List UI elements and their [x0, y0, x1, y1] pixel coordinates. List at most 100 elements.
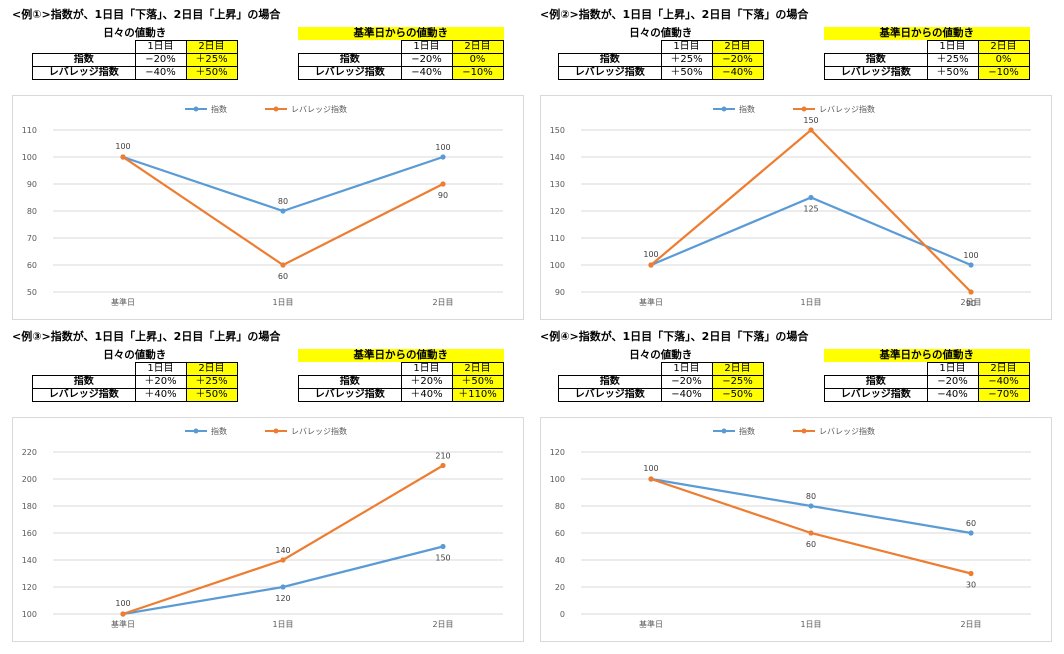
y-tick-label: 110: [550, 234, 565, 243]
row-label-index: 指数: [32, 53, 136, 67]
cell: ＋25%: [185, 53, 238, 67]
data-point: [280, 208, 286, 214]
col-header-day2: 2日目: [977, 40, 1030, 54]
series-line-index: [122, 545, 444, 616]
row-label-index: 指数: [298, 375, 402, 389]
row-label-leverage: レバレッジ指数: [32, 66, 136, 80]
data-label: 100: [963, 251, 978, 260]
col-header-day1: 1日目: [134, 362, 187, 376]
row-label-leverage: レバレッジ指数: [824, 66, 928, 80]
data-point: [280, 262, 286, 268]
line-chart: 0 20 40 60 80 100 120 基準日 1日目 2日目 指数 レバレッジ指数 100 80 60…: [540, 417, 1052, 642]
legend-entry: 指数: [185, 104, 227, 114]
table-caption: 日々の値動き: [103, 27, 167, 39]
legend-entry: レバレッジ指数: [265, 104, 347, 114]
daily-change-table: 日々の値動き 1日目 2日目 指数 −20% −25% レバレッジ指数 −40% −50%: [558, 349, 764, 402]
cell: ＋25%: [660, 53, 713, 67]
data-point: [120, 611, 126, 617]
col-header-day2: 2日目: [711, 40, 764, 54]
cell: ＋50%: [185, 66, 238, 80]
data-point: [808, 194, 814, 201]
x-tick-label: 1日目: [800, 298, 821, 307]
data-label: 100: [643, 464, 658, 473]
legend-entry: レバレッジ指数: [793, 104, 875, 114]
data-point: [968, 570, 974, 577]
cell: ＋40%: [400, 388, 453, 402]
data-label: 80: [806, 492, 816, 501]
row-label-leverage: レバレッジ指数: [824, 388, 928, 402]
legend-entry: 指数: [713, 426, 755, 436]
row-label-index: 指数: [558, 53, 662, 67]
cell: ＋40%: [134, 388, 187, 402]
legend-entry: レバレッジ指数: [265, 426, 347, 436]
col-header-day1: 1日目: [400, 362, 453, 376]
legend-marker: [273, 106, 279, 112]
col-header-day2: 2日目: [185, 362, 238, 376]
cell: −40%: [660, 388, 713, 402]
cell: −20%: [134, 53, 187, 67]
data-point: [120, 154, 126, 160]
col-header-day2: 2日目: [451, 362, 504, 376]
data-point: [808, 127, 814, 133]
cell: −40%: [711, 66, 764, 80]
y-tick-label: 120: [22, 583, 37, 592]
x-tick-label: 2日目: [432, 620, 453, 629]
y-tick-label: 90: [27, 180, 37, 189]
legend-label: 指数: [739, 104, 755, 114]
cell: −70%: [977, 388, 1030, 402]
data-label: 150: [803, 116, 818, 125]
data-point: [440, 543, 446, 550]
legend-marker: [273, 428, 279, 434]
data-point: [968, 289, 974, 295]
table-caption: 日々の値動き: [629, 27, 693, 39]
cell: −40%: [977, 375, 1030, 389]
cell: −10%: [977, 66, 1030, 80]
y-tick-label: 60: [27, 261, 37, 270]
data-label: 60: [966, 519, 976, 528]
data-label: 100: [115, 142, 130, 151]
cell: ＋20%: [400, 375, 453, 389]
legend-label: レバレッジ指数: [291, 104, 347, 114]
col-header-day1: 1日目: [926, 362, 979, 376]
legend-marker: [193, 106, 199, 112]
y-tick-label: 120: [550, 207, 565, 216]
data-label: 80: [278, 197, 288, 206]
y-tick-label: 20: [555, 583, 565, 592]
panel-heading: <例①>指数が、1日目「下落」、2日目「上昇」の場合: [12, 8, 281, 21]
cell: 0%: [977, 53, 1030, 67]
y-tick-label: 40: [555, 556, 565, 565]
x-tick-label: 基準日: [111, 619, 135, 629]
data-label: 30: [966, 581, 976, 590]
row-label-leverage: レバレッジ指数: [558, 66, 662, 80]
data-point: [648, 476, 654, 482]
y-tick-label: 200: [22, 475, 37, 484]
legend-label: 指数: [739, 426, 755, 436]
data-point: [440, 462, 446, 469]
data-label: 90: [966, 299, 976, 308]
row-label-leverage: レバレッジ指数: [32, 388, 136, 402]
table-caption: 基準日からの値動き: [824, 349, 1030, 362]
table-caption: 基準日からの値動き: [298, 349, 504, 362]
cell: ＋25%: [185, 375, 238, 389]
line-chart: 100 120 140 160 180 200 220 基準日 1日目 2日目 指数 レバレッジ指数 1…: [12, 417, 524, 642]
cell: −20%: [400, 53, 453, 67]
cell: −40%: [400, 66, 453, 80]
row-label-index: 指数: [32, 375, 136, 389]
data-point: [808, 530, 814, 536]
legend-label: 指数: [211, 426, 227, 436]
y-tick-label: 0: [560, 610, 565, 619]
line-chart: 50 60 70 80 90 100 110 基準日 1日目 2日目 指数 レバレッジ指数 100 80 6…: [12, 95, 524, 320]
legend-label: レバレッジ指数: [819, 104, 875, 114]
example-panel-4: <例④>指数が、1日目「下落」、2日目「下落」の場合 日々の値動き 1日目 2日目…: [540, 328, 1060, 648]
col-header-day1: 1日目: [134, 40, 187, 54]
y-tick-label: 120: [550, 448, 565, 457]
col-header-day2: 2日目: [451, 40, 504, 54]
data-label: 100: [115, 599, 130, 608]
legend-entry: 指数: [713, 104, 755, 114]
col-header-day2: 2日目: [711, 362, 764, 376]
row-label-index: 指数: [558, 375, 662, 389]
daily-change-table: 日々の値動き 1日目 2日目 指数 −20% ＋25% レバレッジ指数 −40% ＋50%: [32, 27, 238, 80]
example-panel-3: <例③>指数が、1日目「上昇」、2日目「上昇」の場合 日々の値動き 1日目 2日目…: [12, 328, 532, 648]
legend-marker: [193, 428, 199, 434]
x-tick-label: 1日目: [272, 298, 293, 307]
